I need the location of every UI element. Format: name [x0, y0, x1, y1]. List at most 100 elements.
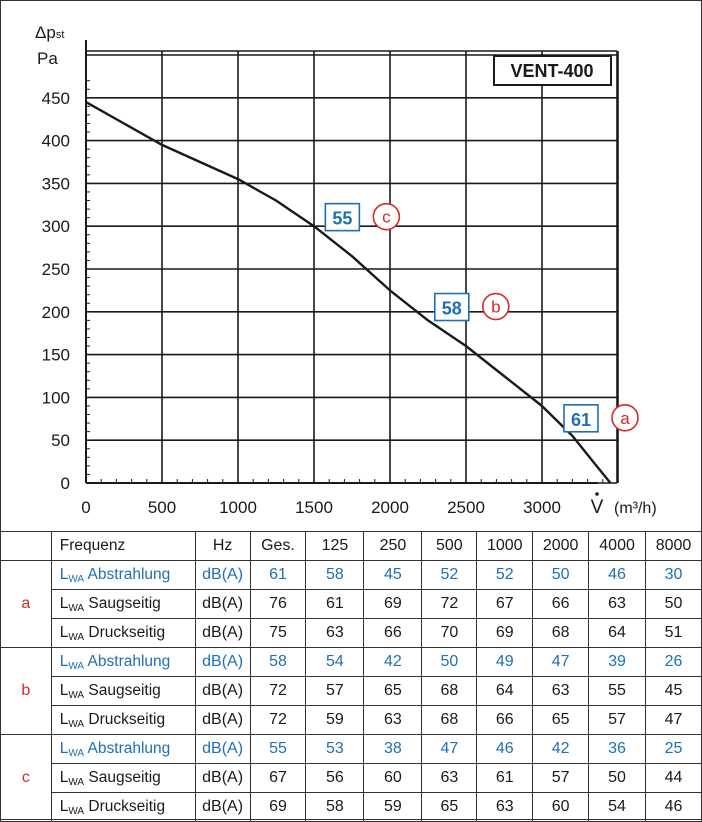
row-label-text: Saugseitig	[84, 769, 161, 786]
x-tick-label: 0	[81, 498, 90, 517]
row-value: 58	[249, 647, 307, 677]
table-header-cell: Hz	[194, 531, 251, 561]
row-value: 66	[476, 705, 534, 735]
fan-curve-chart: 0 500 1000 1500 2000 2500 3000 0 50 100 150 200 250 3…	[35, 23, 657, 518]
table-header-cell: 125	[305, 531, 365, 561]
table-header-cell: Frequenz	[50, 531, 196, 561]
row-value: 70	[421, 618, 478, 648]
row-value: 42	[532, 734, 590, 764]
row-value: 67	[249, 763, 307, 793]
row-value: 69	[363, 589, 423, 619]
row-label-sub: WA	[68, 603, 85, 614]
table-header-cell: 1000	[476, 531, 534, 561]
row-unit: dB(A)	[194, 705, 251, 735]
y-tick-label: 300	[42, 217, 70, 236]
table-row: LWA Saugseitig dB(A) 67 56 60 63 61 57 50 44	[1, 763, 702, 793]
row-value: 52	[421, 560, 478, 590]
table-header-row: Frequenz Hz Ges. 125 250 500 1000 2000 4000 8000	[0, 531, 702, 561]
row-value: 64	[476, 676, 534, 706]
row-label-sub: WA	[68, 632, 85, 643]
table-row: b LWA Abstrahlung dB(A) 58 54 42 50 49 47 39 26	[0, 647, 702, 735]
operating-point-box	[324, 202, 361, 232]
row-value: 61	[476, 763, 534, 793]
row-label-prefix: L	[59, 740, 69, 757]
operating-point-tag: a	[620, 409, 630, 428]
fan-curve-line	[85, 101, 612, 484]
table-row: a LWA Abstrahlung dB(A) 61 58 45 52 52 50 46 30	[0, 560, 702, 648]
row-label-sub: WA	[68, 719, 85, 730]
x-axis-label: V	[591, 497, 604, 518]
row-value: 50	[645, 589, 702, 619]
row-value: 65	[363, 676, 423, 706]
row-label-sub: WA	[68, 777, 85, 788]
table-header-cell: 8000	[645, 531, 702, 561]
row-value: 51	[645, 618, 702, 648]
row-value: 64	[588, 618, 647, 648]
row-value: 30	[645, 560, 702, 590]
table-header-cell: Ges.	[249, 531, 307, 561]
row-label: LWA Abstrahlung	[50, 560, 196, 590]
row-label-sub: WA	[68, 690, 85, 701]
y-axis-label-sub: st	[56, 29, 65, 41]
x-tick-label: 2000	[371, 498, 409, 517]
row-label-text: Druckseitig	[84, 711, 166, 728]
row-label-prefix: L	[59, 769, 69, 786]
row-unit: dB(A)	[194, 647, 251, 677]
row-label: LWA Saugseitig	[50, 763, 196, 793]
row-value: 65	[421, 792, 478, 822]
y-tick-label: 250	[42, 260, 70, 279]
row-label: LWA Saugseitig	[50, 589, 196, 619]
row-value: 45	[645, 676, 702, 706]
y-tick-label: 450	[42, 89, 70, 108]
x-tick-label: 500	[148, 498, 176, 517]
row-value: 75	[249, 618, 307, 648]
sound-power-table: Frequenz Hz Ges. 125 250 500 1000 2000 4000 8000 a…	[0, 531, 702, 822]
row-value: 59	[363, 792, 423, 822]
row-value: 66	[363, 618, 423, 648]
row-unit: dB(A)	[194, 763, 251, 793]
x-tick-label: 1000	[219, 498, 257, 517]
row-value: 65	[532, 705, 590, 735]
row-unit: dB(A)	[194, 589, 251, 619]
row-value: 69	[249, 792, 307, 822]
y-tick-label: 100	[42, 388, 70, 407]
row-label-prefix: L	[59, 798, 69, 815]
row-label-prefix: L	[59, 624, 69, 641]
row-label-prefix: L	[59, 653, 69, 670]
chart-title: VENT-400	[510, 61, 593, 81]
table-header-cell: 500	[421, 531, 478, 561]
row-label: LWA Druckseitig	[50, 705, 196, 735]
row-value: 47	[421, 734, 478, 764]
y-axis-unit: Pa	[37, 49, 58, 68]
row-value: 49	[476, 647, 534, 677]
x-tick-label: 1500	[295, 498, 333, 517]
row-label-text: Saugseitig	[84, 682, 161, 699]
row-label-prefix: L	[59, 711, 69, 728]
row-unit: dB(A)	[194, 734, 251, 764]
table-header-cell	[0, 531, 52, 561]
x-axis-unit: (m³/h)	[614, 500, 657, 517]
row-unit: dB(A)	[194, 560, 251, 590]
table-row: LWA Druckseitig dB(A) 75 63 66 70 69 68 64 51	[1, 618, 702, 648]
row-value: 56	[305, 763, 365, 793]
row-value: 47	[645, 705, 702, 735]
row-value: 55	[588, 676, 647, 706]
row-value: 68	[532, 618, 590, 648]
row-value: 68	[421, 676, 478, 706]
row-value: 76	[249, 589, 307, 619]
y-tick-label: 200	[42, 303, 70, 322]
row-unit: dB(A)	[194, 676, 251, 706]
row-group-tag: b	[0, 647, 52, 735]
row-value: 45	[363, 560, 423, 590]
row-value: 42	[363, 647, 423, 677]
table-header-cell: 2000	[532, 531, 590, 561]
table-header-cell: 250	[363, 531, 423, 561]
table-row: LWA Druckseitig dB(A) 69 58 59 65 63 60 54 46	[1, 792, 702, 822]
row-value: 26	[645, 647, 702, 677]
row-value: 25	[645, 734, 702, 764]
row-label: LWA Druckseitig	[50, 618, 196, 648]
row-value: 50	[588, 763, 647, 793]
row-value: 66	[532, 589, 590, 619]
operating-point-box	[563, 403, 599, 433]
row-value: 57	[305, 676, 365, 706]
